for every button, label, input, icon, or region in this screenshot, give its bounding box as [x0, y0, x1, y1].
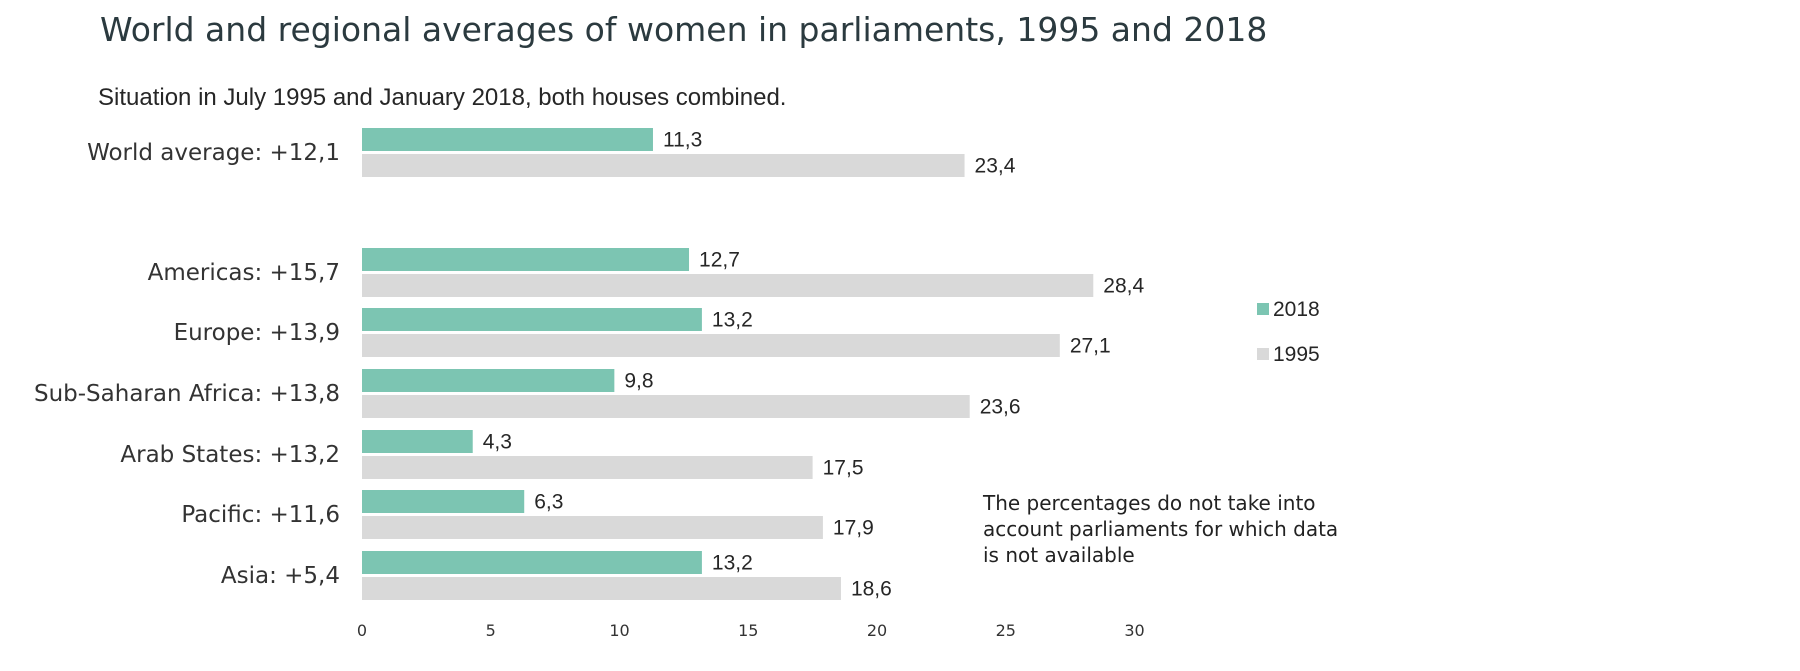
value-label-2018-0: 11,3 [663, 129, 702, 152]
value-label-1995-4: 17,5 [823, 457, 864, 480]
bar-1995-6 [362, 577, 841, 600]
category-label-3: Sub-Saharan Africa: +13,8 [34, 381, 340, 407]
value-label-2018-4: 4,3 [483, 431, 512, 454]
legend-label-1995: 1995 [1273, 343, 1320, 366]
x-tick-label: 0 [357, 621, 367, 640]
x-tick-label: 10 [609, 621, 629, 640]
legend-swatch-2018 [1257, 303, 1269, 315]
x-axis-ticks: 0 5 10 15 20 25 30 [357, 621, 1145, 640]
value-labels: 11,3 23,4 12,7 28,4 13,2 27,1 9,8 23,6 4,3 17,5 6,… [483, 129, 1145, 601]
bar-1995-3 [362, 395, 970, 418]
bar-1995-2 [362, 334, 1060, 357]
x-tick-label: 15 [738, 621, 758, 640]
value-label-2018-2: 13,2 [712, 309, 753, 332]
bar-2018-2 [362, 308, 702, 331]
legend-swatch-1995 [1257, 348, 1269, 360]
value-label-1995-5: 17,9 [833, 517, 874, 540]
value-label-2018-3: 9,8 [624, 370, 653, 393]
value-label-1995-2: 27,1 [1070, 335, 1111, 358]
footnote: The percentages do not take into account… [983, 490, 1383, 568]
bar-1995-0 [362, 154, 965, 177]
bar-2018-0 [362, 128, 653, 151]
value-label-2018-5: 6,3 [534, 491, 563, 514]
chart-subtitle: Situation in July 1995 and January 2018,… [98, 84, 787, 111]
value-label-1995-1: 28,4 [1103, 275, 1144, 298]
footnote-line: is not available [983, 543, 1135, 567]
bar-2018-3 [362, 369, 615, 392]
category-label-0: World average: +12,1 [87, 140, 340, 166]
legend-label-2018: 2018 [1273, 298, 1320, 321]
bar-1995-1 [362, 274, 1094, 297]
chart-title: World and regional averages of women in … [100, 10, 1268, 49]
x-tick-label: 5 [486, 621, 496, 640]
value-label-1995-0: 23,4 [975, 155, 1016, 178]
category-label-4: Arab States: +13,2 [120, 442, 340, 468]
bar-1995-5 [362, 516, 823, 539]
category-label-1: Americas: +15,7 [148, 260, 340, 286]
category-label-6: Asia: +5,4 [221, 563, 340, 589]
category-label-5: Pacific: +11,6 [181, 502, 340, 528]
bar-2018-6 [362, 551, 702, 574]
value-label-2018-1: 12,7 [699, 249, 740, 272]
x-tick-label: 20 [867, 621, 887, 640]
value-label-1995-6: 18,6 [851, 578, 892, 601]
x-tick-label: 25 [996, 621, 1016, 640]
legend: 2018 1995 [1257, 298, 1320, 366]
bar-2018-1 [362, 248, 690, 271]
bar-2018-5 [362, 490, 525, 513]
bars-group [362, 128, 1094, 600]
value-label-2018-6: 13,2 [712, 552, 753, 575]
category-label-2: Europe: +13,9 [174, 320, 340, 346]
footnote-line: account parliaments for which data [983, 517, 1339, 541]
footnote-line: The percentages do not take into [983, 491, 1316, 515]
category-labels: World average: +12,1 Americas: +15,7 Europ… [34, 140, 340, 589]
bar-1995-4 [362, 456, 813, 479]
value-label-1995-3: 23,6 [980, 396, 1021, 419]
bar-2018-4 [362, 430, 473, 453]
x-tick-label: 30 [1124, 621, 1144, 640]
